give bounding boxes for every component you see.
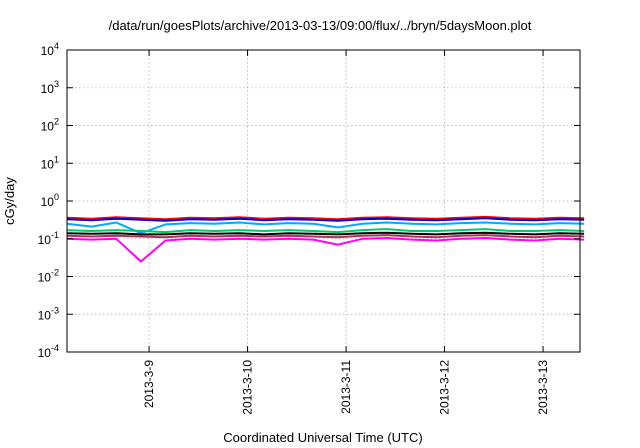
grid [67, 49, 580, 353]
x-tick-label: 2013-3-13 [536, 360, 550, 415]
y-tick-label: 100 [41, 192, 59, 209]
y-tick-label: 104 [41, 41, 59, 58]
series-line-0 [66, 215, 585, 221]
x-tick-label: 2013-3-12 [438, 360, 452, 415]
series-line-5 [66, 234, 585, 239]
y-tick-label: 102 [41, 117, 59, 134]
series-line-2 [66, 221, 585, 235]
series-layer [66, 215, 585, 263]
x-tick-label: 2013-3-11 [339, 360, 353, 414]
y-tick-label: 101 [41, 154, 59, 171]
axes: 10-4 10-3 10-2 10-1 100 101 102 103 104 2013-3-9 2… [38, 41, 580, 415]
y-axis-label: cGy/day [2, 177, 17, 225]
y-tick-label: 10-3 [38, 305, 59, 322]
series-line-1 [66, 217, 585, 222]
y-tick-label: 103 [41, 79, 59, 96]
x-axis-label: Coordinated Universal Time (UTC) [223, 430, 422, 445]
chart-title: /data/run/goesPlots/archive/2013-03-13/0… [108, 18, 532, 33]
series-line-6 [66, 237, 585, 263]
series-line-4 [66, 231, 585, 236]
x-tick-label: 2013-3-10 [241, 360, 255, 415]
y-tick-label: 10-2 [38, 268, 59, 285]
series-line-3 [66, 228, 585, 234]
y-tick-label: 10-1 [38, 230, 59, 247]
y-tick-label: 10-4 [38, 343, 59, 360]
x-tick-label: 2013-3-9 [142, 360, 156, 408]
